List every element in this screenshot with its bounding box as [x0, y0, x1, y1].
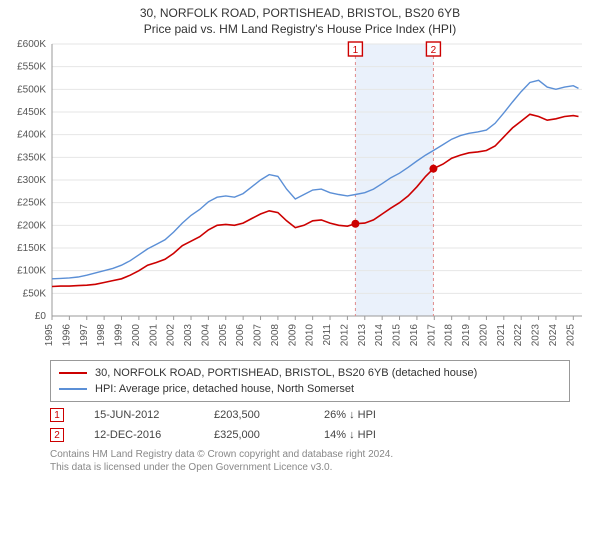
x-tick-label: 1999	[114, 324, 125, 347]
event-num-box: 1	[50, 408, 64, 422]
event-price: £203,500	[214, 409, 294, 421]
event-marker-num: 1	[353, 45, 359, 56]
x-tick-label: 2012	[339, 324, 350, 347]
x-tick-label: 2008	[270, 324, 281, 347]
event-row: 2 12-DEC-2016 £325,000 14% ↓ HPI	[50, 428, 570, 442]
y-tick-label: £150K	[17, 243, 46, 254]
y-tick-label: £200K	[17, 220, 46, 231]
y-tick-label: £0	[35, 311, 47, 322]
event-delta: 14% ↓ HPI	[324, 429, 424, 441]
legend: 30, NORFOLK ROAD, PORTISHEAD, BRISTOL, B…	[50, 360, 570, 402]
x-tick-label: 2014	[374, 324, 385, 347]
y-tick-label: £100K	[17, 266, 46, 277]
x-tick-label: 2010	[305, 324, 316, 347]
y-tick-label: £50K	[23, 288, 47, 299]
y-tick-label: £500K	[17, 84, 46, 95]
legend-row: 30, NORFOLK ROAD, PORTISHEAD, BRISTOL, B…	[59, 365, 561, 381]
event-point	[351, 220, 359, 228]
legend-swatch	[59, 372, 87, 374]
x-tick-label: 2005	[218, 324, 229, 347]
title-address: 30, NORFOLK ROAD, PORTISHEAD, BRISTOL, B…	[0, 6, 600, 20]
legend-label: 30, NORFOLK ROAD, PORTISHEAD, BRISTOL, B…	[95, 367, 477, 379]
event-num-box: 2	[50, 428, 64, 442]
y-tick-label: £450K	[17, 107, 46, 118]
x-tick-label: 2020	[478, 324, 489, 347]
x-tick-label: 2021	[496, 324, 507, 347]
x-tick-label: 2024	[548, 324, 559, 347]
price-chart: £0 £50K £100K £150K £200K £250K £300K £350K £400…	[0, 36, 600, 356]
x-tick-label: 2003	[183, 324, 194, 347]
x-tick-label: 2009	[287, 324, 298, 347]
event-date: 15-JUN-2012	[94, 409, 184, 421]
x-tick-label: 2018	[444, 324, 455, 347]
event-row: 1 15-JUN-2012 £203,500 26% ↓ HPI	[50, 408, 570, 422]
y-tick-label: £550K	[17, 62, 46, 73]
x-tick-label: 2002	[166, 324, 177, 347]
x-tick-label: 2006	[235, 324, 246, 347]
y-tick-label: £250K	[17, 198, 46, 209]
x-tick-label: 2015	[392, 324, 403, 347]
x-tick-label: 1997	[79, 324, 90, 347]
x-tick-label: 2022	[513, 324, 524, 347]
x-tick-label: 1995	[44, 324, 55, 347]
x-tick-label: 2007	[253, 324, 264, 347]
events-table: 1 15-JUN-2012 £203,500 26% ↓ HPI 2 12-DEC-201…	[50, 408, 570, 442]
x-tick-label: 1998	[96, 324, 107, 347]
event-price: £325,000	[214, 429, 294, 441]
legend-row: HPI: Average price, detached house, Nort…	[59, 381, 561, 397]
x-tick-label: 2025	[565, 324, 576, 347]
x-tick-label: 2019	[461, 324, 472, 347]
x-tick-label: 2017	[426, 324, 437, 347]
x-tick-label: 2023	[531, 324, 542, 347]
y-tick-label: £400K	[17, 130, 46, 141]
event-point	[429, 165, 437, 173]
footer-line2: This data is licensed under the Open Gov…	[50, 461, 570, 474]
x-tick-label: 2013	[357, 324, 368, 347]
x-tick-label: 1996	[61, 324, 72, 347]
x-tick-label: 2016	[409, 324, 420, 347]
footer-line1: Contains HM Land Registry data © Crown c…	[50, 448, 570, 461]
y-tick-label: £350K	[17, 152, 46, 163]
x-tick-label: 2000	[131, 324, 142, 347]
x-tick-label: 2011	[322, 324, 333, 346]
legend-swatch	[59, 388, 87, 390]
event-marker-num: 2	[431, 45, 437, 56]
y-tick-label: £600K	[17, 39, 46, 50]
event-delta: 26% ↓ HPI	[324, 409, 424, 421]
footer-attribution: Contains HM Land Registry data © Crown c…	[50, 448, 570, 474]
y-tick-label: £300K	[17, 175, 46, 186]
legend-label: HPI: Average price, detached house, Nort…	[95, 383, 354, 395]
x-tick-label: 2004	[200, 324, 211, 347]
title-subtitle: Price paid vs. HM Land Registry's House …	[0, 22, 600, 36]
x-tick-label: 2001	[148, 324, 159, 347]
event-date: 12-DEC-2016	[94, 429, 184, 441]
chart-titles: 30, NORFOLK ROAD, PORTISHEAD, BRISTOL, B…	[0, 0, 600, 36]
